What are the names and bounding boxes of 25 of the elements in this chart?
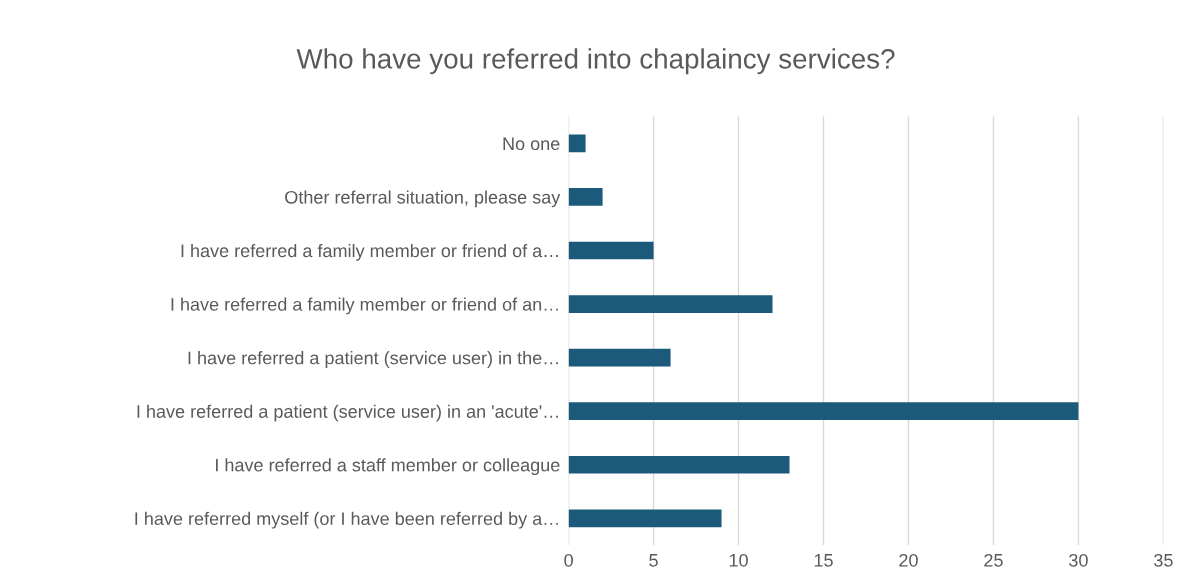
y-tick-label: I have referred a family member or friend of a… — [181, 243, 558, 261]
bar — [568, 241, 654, 260]
y-tick-label: No one — [503, 137, 560, 151]
x-tick-label: 10 — [729, 553, 748, 567]
x-tick-label: 0 — [564, 553, 573, 567]
y-tick-label: Other referral situation, please say — [285, 190, 561, 208]
y-tick-label: I have referred a staff member or colleague — [216, 458, 560, 476]
x-tick-label: 5 — [649, 554, 658, 567]
bar — [568, 188, 603, 206]
bar — [568, 134, 586, 153]
x-tick-label: 35 — [1154, 553, 1173, 567]
y-tick-label: I have referred a patient (service user) in an 'acute'… — [137, 404, 558, 422]
x-tick-label: 15 — [814, 554, 833, 567]
bar — [568, 509, 722, 528]
bar — [568, 295, 773, 313]
chart-title: Who have you referred into chaplaincy services? — [296, 48, 895, 75]
bar — [568, 402, 1079, 421]
x-tick-label: 20 — [899, 553, 918, 567]
y-tick-label: I have referred myself (or I have been referred by a… — [135, 511, 558, 529]
x-tick-label: 30 — [1069, 553, 1088, 567]
x-tick-label: 25 — [984, 553, 1003, 567]
y-tick-label: I have referred a family member or friend of an… — [171, 297, 558, 315]
bar — [568, 348, 671, 367]
y-tick-label: I have referred a patient (service user) in the… — [188, 351, 558, 368]
bar — [568, 455, 790, 474]
